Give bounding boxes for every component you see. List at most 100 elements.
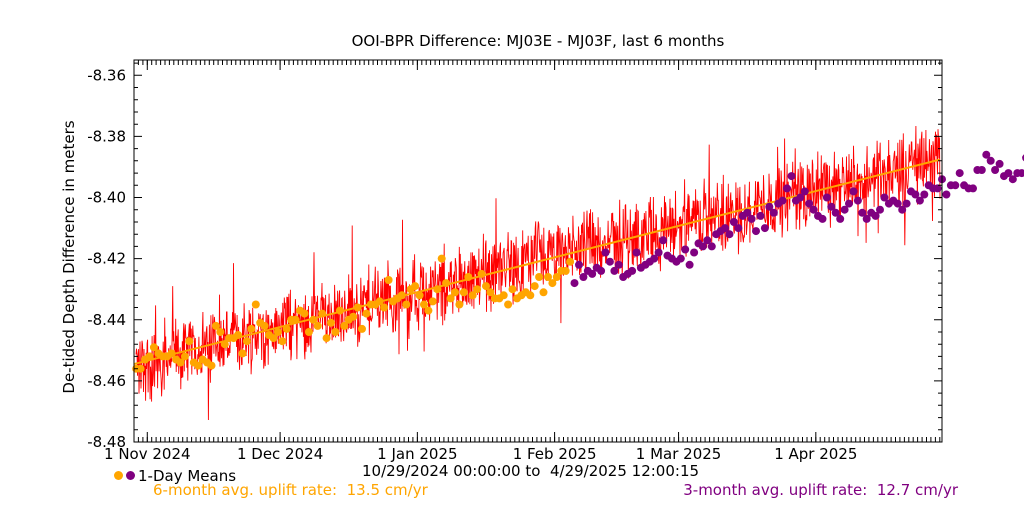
daily-mean-point [446, 294, 455, 303]
daily-mean-point [605, 257, 614, 266]
daily-mean-point [459, 288, 468, 297]
daily-mean-point [898, 205, 907, 214]
daily-mean-point [207, 361, 216, 370]
fit-line-layer [133, 158, 941, 366]
x-tick-label: 1 Dec 2024 [237, 445, 323, 463]
daily-mean-point [486, 288, 495, 297]
daily-mean-point [800, 187, 809, 196]
daily-mean-point [362, 309, 371, 318]
daily-mean-point [340, 321, 349, 330]
daily-mean-point [876, 205, 884, 214]
three-month-rate: 3-month avg. uplift rate: 12.7 cm/yr [683, 483, 958, 498]
daily-mean-point [756, 211, 765, 220]
daily-mean-point [273, 328, 282, 336]
daily-mean-point [579, 273, 588, 281]
daily-mean-point [880, 193, 889, 202]
daily-mean-point [809, 205, 818, 214]
y-axis-label: De-tided Depth Difference in meters [60, 120, 78, 393]
daily-mean-point [1008, 175, 1017, 184]
daily-mean-point [858, 208, 867, 217]
daily-mean-point [282, 324, 291, 333]
daily-mean-point [805, 199, 814, 208]
daily-mean-point [335, 306, 344, 315]
daily-mean-point [676, 254, 685, 263]
daily-mean-point [327, 318, 335, 327]
daily-mean-point [548, 279, 557, 288]
daily-mean-point [313, 321, 322, 330]
daily-mean-point [260, 321, 269, 330]
daily-mean-point [251, 300, 260, 309]
three-month-rate-value: 12.7 cm/yr [876, 481, 958, 499]
daily-mean-point [238, 349, 247, 358]
daily-mean-point [504, 300, 513, 309]
y-tick-labels: -8.36 -8.38 -8.40 -8.42 -8.44 -8.46 -8.48 [87, 66, 126, 451]
legend-dot-purple [126, 471, 135, 480]
daily-mean-point [659, 236, 668, 245]
daily-mean-point [920, 190, 929, 199]
x-tick-label: 1 Nov 2024 [104, 445, 191, 463]
daily-mean-point [575, 260, 583, 269]
daily-mean-point [535, 273, 544, 281]
daily-mean-point [588, 269, 597, 278]
x-tick-label: 1 Jan 2025 [377, 445, 457, 463]
x-tick-label: 1 Mar 2025 [636, 445, 722, 463]
daily-mean-point [796, 193, 805, 202]
x-tick-labels: 1 Nov 2024 1 Dec 2024 1 Jan 2025 1 Feb 2025… [104, 445, 857, 463]
range-to: to [525, 462, 541, 480]
daily-mean-point [149, 343, 158, 352]
daily-mean-point [853, 196, 862, 205]
daily-mean-point [601, 248, 610, 257]
daily-mean-point [353, 303, 362, 312]
daily-mean-point [375, 297, 384, 306]
daily-mean-point [787, 172, 796, 181]
y-tick-label: -8.42 [87, 250, 126, 268]
daily-mean-point [482, 282, 490, 291]
range-start: 10/29/2024 00:00:00 [362, 462, 521, 480]
daily-mean-point [729, 218, 738, 226]
daily-mean-point [415, 291, 424, 300]
date-range: 10/29/2024 00:00:00 to 4/29/2025 12:00:1… [362, 464, 699, 479]
daily-mean-point [734, 224, 743, 233]
chart-title: OOI-BPR Difference: MJ03E - MJ03F, last … [352, 32, 725, 50]
six-month-rate: 6-month avg. uplift rate: 13.5 cm/yr [153, 483, 428, 498]
daily-mean-point [703, 236, 712, 245]
daily-mean-point [442, 279, 451, 288]
y-tick-label: -8.46 [87, 372, 126, 390]
three-month-rate-label: 3-month avg. uplift rate: [683, 481, 868, 499]
daily-mean-point [211, 321, 220, 330]
daily-mean-point [597, 266, 606, 275]
daily-mean-point [437, 254, 446, 263]
legend-dot-orange [114, 471, 123, 480]
raw-data-line [135, 125, 941, 421]
daily-mean-point [902, 199, 911, 208]
daily-mean-point [291, 315, 300, 324]
daily-mean-point [760, 224, 769, 233]
daily-mean-point [269, 334, 278, 343]
daily-mean-point [955, 169, 964, 178]
daily-mean-point [300, 309, 309, 318]
daily-mean-point [530, 282, 539, 291]
daily-mean-point [397, 291, 406, 300]
daily-mean-point [942, 190, 951, 199]
daily-mean-point [180, 352, 189, 361]
daily-mean-point [566, 257, 575, 266]
daily-mean-point [499, 291, 508, 300]
daily-mean-point [721, 224, 730, 233]
daily-mean-point [849, 187, 858, 196]
daily-mean-point [247, 324, 256, 333]
x-tick-label: 1 Feb 2025 [513, 445, 597, 463]
daily-mean-point [145, 352, 154, 361]
daily-mean-point [194, 361, 203, 370]
daily-mean-point [477, 269, 486, 278]
daily-mean-point [769, 208, 778, 217]
daily-mean-point [1004, 169, 1013, 178]
daily-mean-point [1017, 169, 1024, 178]
daily-mean-point [778, 196, 787, 205]
daily-mean-point [752, 227, 760, 236]
daily-mean-point [893, 199, 902, 208]
legend: 1-Day Means [114, 469, 236, 484]
daily-mean-point [402, 300, 411, 309]
daily-mean-point [424, 306, 433, 315]
fit-line [133, 158, 941, 366]
daily-mean-point [428, 297, 437, 306]
